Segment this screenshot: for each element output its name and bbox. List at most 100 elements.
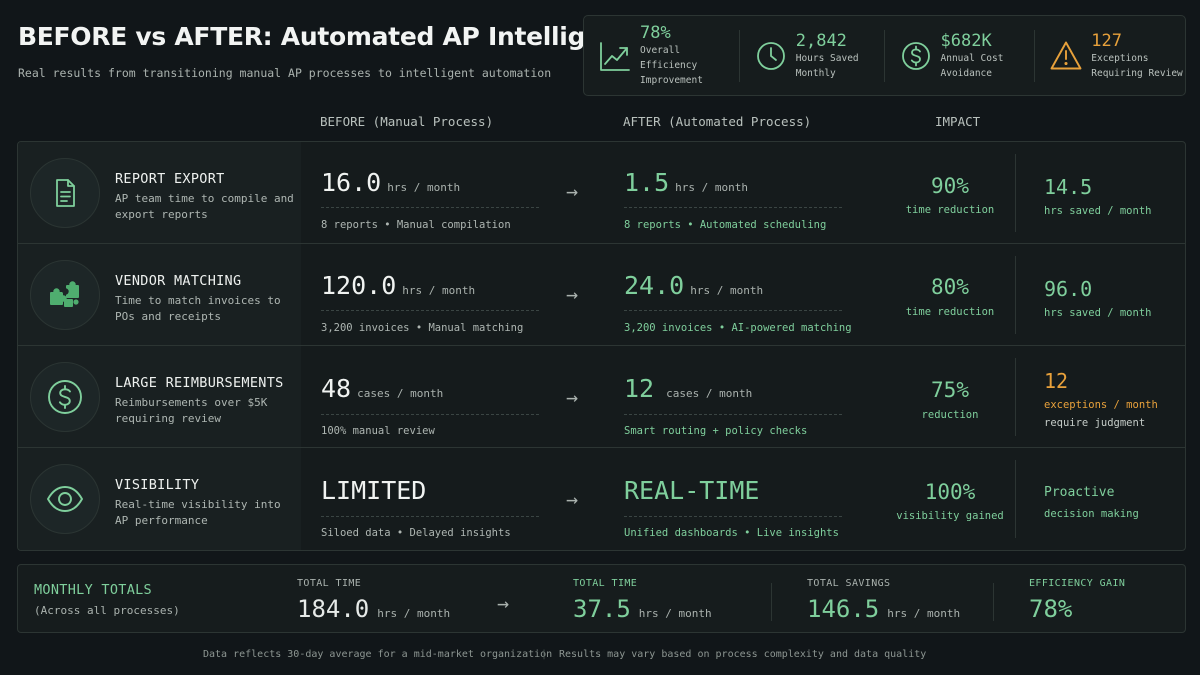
after-unit: hrs / month (690, 284, 764, 297)
dashed-divider (624, 414, 842, 415)
divider (1034, 29, 1036, 82)
after-note: Unified dashboards • Live insights (624, 527, 839, 539)
divider (1015, 256, 1016, 334)
totals-subtitle: (Across all processes) (34, 604, 180, 617)
before-unit: cases / month (357, 387, 444, 400)
total-savings-number: 146.5 (807, 595, 880, 623)
column-header-before: BEFORE (Manual Process) (320, 114, 494, 129)
dashed-divider (624, 207, 842, 208)
after-unit: hrs / month (675, 181, 749, 194)
kpi-value: $682K (940, 30, 992, 51)
arrow-right-icon: → (566, 487, 579, 511)
kpi-cost-avoidance: $682K Annual Cost Avoidance (885, 30, 1035, 82)
dashed-divider (321, 516, 539, 517)
impact-label: time reduction (905, 204, 995, 216)
after-unit: cases / month (666, 387, 753, 400)
dashed-divider (321, 414, 539, 415)
totals-title: MONTHLY TOTALS (34, 582, 152, 598)
total-savings-value: 146.5 hrs / month (807, 595, 960, 623)
kpi-label: Annual Cost (940, 52, 1004, 64)
puzzle-icon (50, 281, 79, 307)
row-title: VENDOR MATCHING (115, 273, 242, 289)
impact-label: time reduction (905, 306, 995, 318)
dashed-divider (321, 207, 539, 208)
total-before-label: TOTAL TIME (297, 578, 362, 589)
divider (738, 29, 740, 82)
before-number: 16.0 (321, 168, 382, 197)
page-title: BEFORE vs AFTER: Automated AP Intelligen… (18, 22, 651, 51)
after-note: Smart routing + policy checks (624, 425, 808, 437)
impact-label: visibility gained (896, 510, 1004, 522)
row-description: AP team time to compile and export repor… (115, 192, 294, 221)
kpi-label: Exceptions (1091, 52, 1149, 64)
footer-note-right: Results may vary based on process comple… (559, 649, 927, 660)
footer-separator: | (541, 649, 548, 660)
before-number: 120.0 (321, 271, 397, 300)
after-number: 1.5 (624, 168, 670, 197)
kpi-label: Avoidance (940, 67, 992, 79)
total-after-number: 37.5 (573, 595, 631, 623)
impact-percent: 100% (924, 480, 976, 504)
saved-label: hrs saved / month (1044, 205, 1152, 217)
page-subtitle: Real results from transitioning manual A… (18, 66, 552, 80)
kpi-efficiency: 78% Overall Efficiency Improvement (584, 23, 739, 86)
arrow-right-icon: → (566, 179, 579, 203)
efficiency-gain-value: 78% (1029, 595, 1072, 623)
after-number: REAL-TIME (624, 476, 760, 505)
row-title: LARGE REIMBURSEMENTS (115, 375, 284, 391)
impact-percent: 80% (931, 275, 969, 299)
kpi-label: Improvement (640, 75, 703, 86)
after-note: 8 reports • Automated scheduling (624, 219, 827, 231)
saved-label: hrs saved / month (1044, 307, 1152, 319)
efficiency-gain-number: 78% (1029, 595, 1073, 623)
saved-value: 14.5 (1044, 175, 1093, 199)
eye-icon (46, 486, 84, 512)
clock-icon (756, 41, 785, 70)
before-note: 3,200 invoices • Manual matching (321, 322, 524, 334)
kpi-value: 2,842 (795, 30, 847, 51)
arrow-right-icon: → (566, 385, 579, 409)
after-number: 24.0 (624, 271, 685, 300)
total-after-label: TOTAL TIME (573, 578, 638, 589)
saved-sublabel: require judgment (1044, 417, 1146, 429)
table-row-vendor-matching: VENDOR MATCHING Time to match invoices t… (18, 244, 1185, 346)
impact-label: reduction (921, 409, 979, 421)
saved-value: Proactive (1044, 485, 1115, 500)
before-number: LIMITED (321, 476, 427, 505)
dashed-divider (624, 516, 842, 517)
dollar-circle-icon (48, 380, 82, 414)
total-after-value: 37.5 hrs / month (573, 595, 712, 623)
kpi-exceptions: 127 Exceptions Requiring Review (1035, 30, 1185, 82)
divider (771, 583, 772, 621)
row-title: VISIBILITY (115, 477, 200, 493)
before-number: 48 (321, 374, 352, 403)
row-title: REPORT EXPORT (115, 171, 225, 187)
impact-percent: 90% (931, 174, 969, 198)
impact-percent: 75% (931, 378, 969, 402)
after-value: 1.5 hrs / month (624, 168, 748, 197)
column-header-impact: IMPACT (935, 114, 981, 129)
kpi-label: Hours Saved (795, 52, 859, 64)
before-value: 16.0 hrs / month (321, 168, 460, 197)
before-note: 100% manual review (321, 425, 435, 437)
before-note: 8 reports • Manual compilation (321, 219, 511, 231)
total-savings-label: TOTAL SAVINGS (807, 578, 891, 589)
saved-value: 12 (1044, 369, 1069, 393)
total-after-unit: hrs / month (638, 607, 712, 620)
row-icon-badge (30, 158, 100, 228)
total-before-unit: hrs / month (377, 607, 451, 620)
dollar-icon (901, 41, 930, 70)
row-icon-badge (30, 260, 100, 330)
kpi-summary-panel: 78% Overall Efficiency Improvement 2,842… (583, 15, 1186, 96)
after-value: 24.0 hrs / month (624, 271, 763, 300)
row-icon-badge (30, 464, 100, 534)
before-value: 48 cases / month (321, 374, 443, 403)
before-note: Siloed data • Delayed insights (321, 527, 511, 539)
comparison-table: REPORT EXPORT AP team time to compile an… (17, 141, 1186, 551)
table-row-large-reimbursements: LARGE REIMBURSEMENTS Reimbursements over… (18, 346, 1185, 448)
trend-up-icon (600, 41, 630, 71)
dashed-divider (321, 310, 539, 311)
dashed-divider (624, 310, 842, 311)
kpi-label: Monthly (795, 67, 836, 79)
kpi-label: Requiring Review (1091, 67, 1183, 79)
